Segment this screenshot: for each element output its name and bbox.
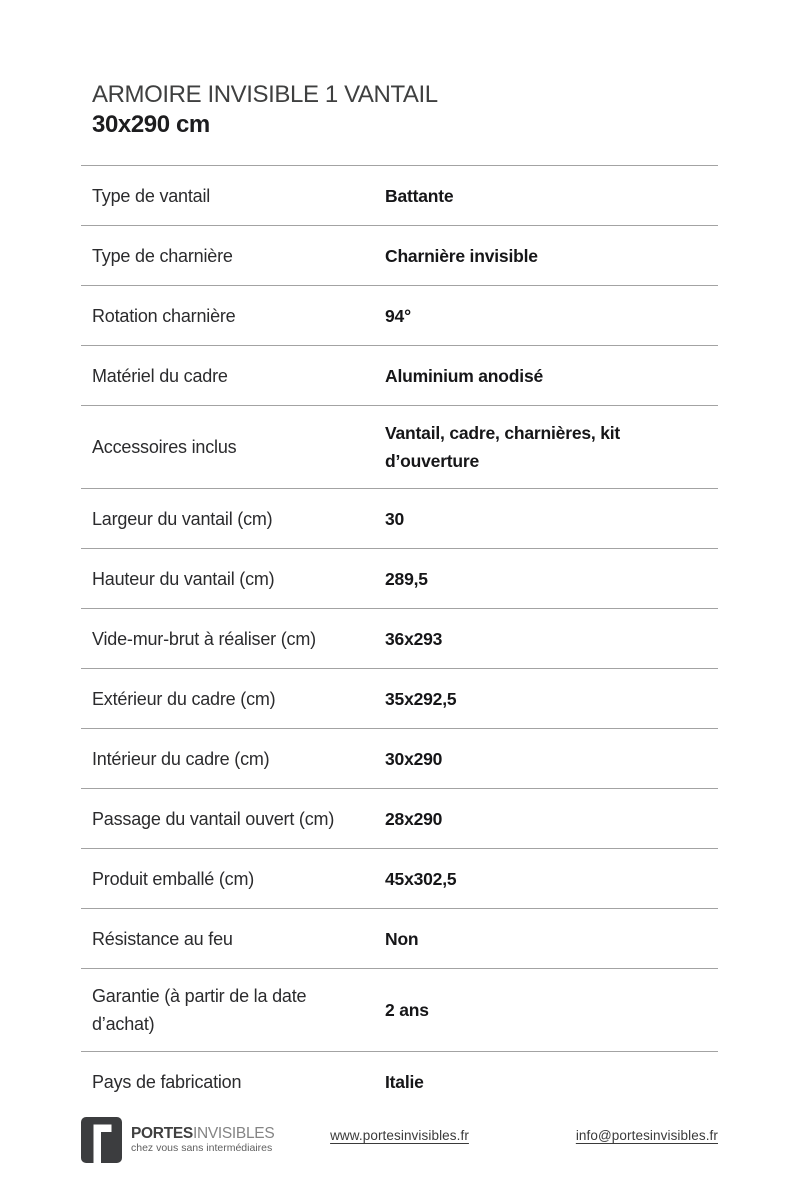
spec-label: Accessoires inclus (92, 437, 237, 457)
website-link[interactable]: www.portesinvisibles.fr (330, 1128, 469, 1143)
spec-value: 30 (385, 508, 405, 529)
spec-row: Type de vantail Battante (81, 165, 718, 225)
title-block: ARMOIRE INVISIBLE 1 VANTAIL 30x290 cm (92, 80, 438, 140)
spec-label: Résistance au feu (92, 928, 233, 949)
page-title: ARMOIRE INVISIBLE 1 VANTAIL (92, 81, 438, 108)
spec-label: Produit emballé (cm) (92, 868, 255, 889)
spec-label: Intérieur du cadre (cm) (92, 748, 270, 769)
spec-row: Résistance au feu Non (81, 908, 718, 968)
spec-value: 28x290 (385, 808, 443, 829)
spec-row: Accessoires inclus Vantail, cadre, charn… (81, 405, 718, 488)
spec-row: Vide-mur-brut à réaliser (cm) 36x293 (81, 608, 718, 668)
spec-row: Passage du vantail ouvert (cm) 28x290 (81, 788, 718, 848)
spec-value: 45x302,5 (385, 868, 457, 889)
spec-value: 289,5 (385, 568, 428, 589)
spec-value: 30x290 (385, 748, 443, 769)
spec-label: Extérieur du cadre (cm) (92, 688, 276, 709)
spec-table: Type de vantail Battante Type de charniè… (81, 165, 718, 1111)
spec-row: Extérieur du cadre (cm) 35x292,5 (81, 668, 718, 728)
spec-value: 2 ans (385, 1000, 429, 1020)
brand-name-bold: PORTES (131, 1125, 193, 1142)
brand-name: PORTESINVISIBLES (131, 1125, 275, 1142)
brand-text: PORTESINVISIBLES chez vous sans interméd… (131, 1125, 275, 1155)
spec-row: Largeur du vantail (cm) 30 (81, 488, 718, 548)
spec-label: Hauteur du vantail (cm) (92, 568, 275, 589)
spec-value: 36x293 (385, 628, 443, 649)
spec-row: Pays de fabrication Italie (81, 1051, 718, 1111)
spec-label: Vide-mur-brut à réaliser (cm) (92, 628, 316, 649)
spec-row: Hauteur du vantail (cm) 289,5 (81, 548, 718, 608)
door-logo-icon (81, 1117, 122, 1163)
spec-label: Pays de fabrication (92, 1071, 242, 1092)
spec-value: 35x292,5 (385, 688, 457, 709)
brand-name-light: INVISIBLES (192, 1125, 275, 1142)
spec-label: Rotation charnière (92, 305, 236, 326)
spec-row: Rotation charnière 94° (81, 285, 718, 345)
footer: PORTESINVISIBLES chez vous sans interméd… (81, 1114, 718, 1166)
spec-row: Produit emballé (cm) 45x302,5 (81, 848, 718, 908)
spec-label: Type de charnière (92, 245, 233, 266)
page-subtitle: 30x290 cm (92, 111, 210, 138)
brand-tagline: chez vous sans intermédiaires (131, 1142, 273, 1154)
spec-value: Non (385, 928, 419, 949)
spec-row: Garantie (à partir de la date d’achat) 2… (81, 968, 718, 1051)
spec-value: Italie (385, 1071, 424, 1092)
brand-logo: PORTESINVISIBLES chez vous sans interméd… (81, 1117, 275, 1163)
email-link[interactable]: info@portesinvisibles.fr (575, 1128, 718, 1143)
spec-value: Aluminium anodisé (385, 365, 544, 386)
spec-row: Intérieur du cadre (cm) 30x290 (81, 728, 718, 788)
spec-label: Type de vantail (92, 185, 211, 206)
spec-value: Vantail, cadre, charnières, kit d’ouvert… (385, 423, 621, 471)
spec-label: Matériel du cadre (92, 365, 228, 386)
spec-row: Matériel du cadre Aluminium anodisé (81, 345, 718, 405)
spec-label: Garantie (à partir de la date d’achat) (92, 986, 307, 1034)
spec-row: Type de charnière Charnière invisible (81, 225, 718, 285)
spec-value: Battante (385, 185, 454, 206)
spec-label: Largeur du vantail (cm) (92, 508, 273, 529)
spec-label: Passage du vantail ouvert (cm) (92, 808, 335, 829)
spec-value: Charnière invisible (385, 245, 538, 266)
spec-value: 94° (385, 305, 411, 326)
